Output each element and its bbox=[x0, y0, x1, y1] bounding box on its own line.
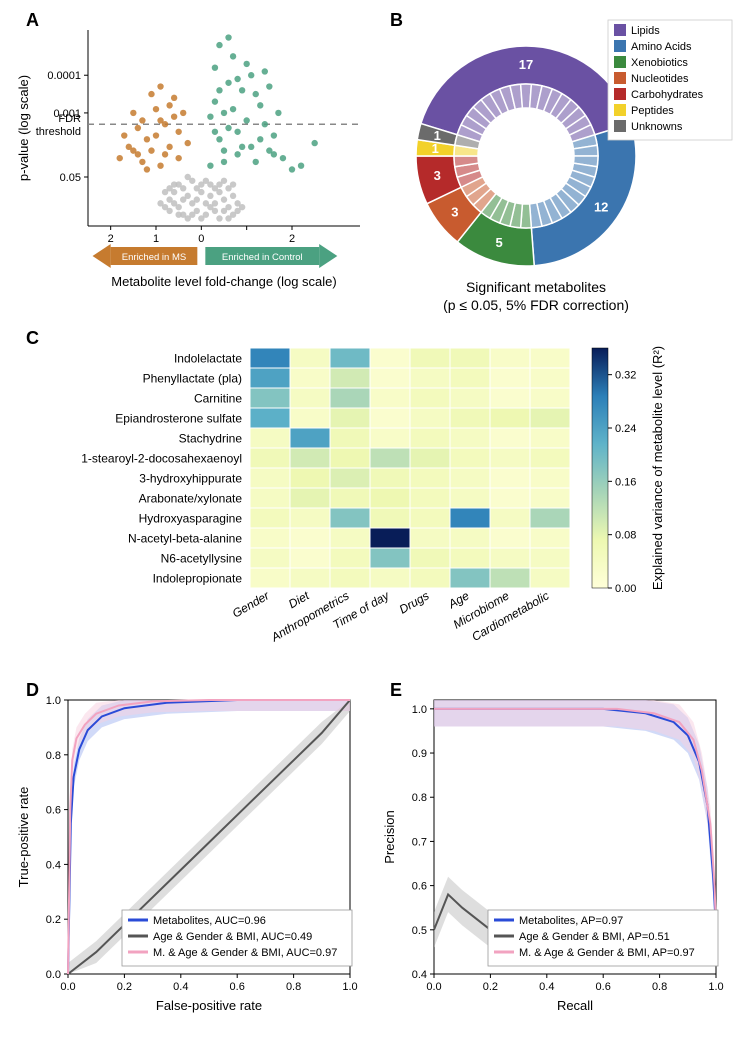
svg-text:3: 3 bbox=[451, 205, 458, 220]
svg-text:Hydroxyasparagine: Hydroxyasparagine bbox=[139, 511, 243, 525]
svg-text:Phenyllactate (pla): Phenyllactate (pla) bbox=[143, 371, 242, 385]
svg-text:FDR: FDR bbox=[58, 113, 81, 125]
svg-text:Indolelactate: Indolelactate bbox=[174, 351, 242, 365]
svg-text:Lipids: Lipids bbox=[631, 25, 660, 37]
svg-text:3: 3 bbox=[434, 168, 441, 183]
svg-text:17: 17 bbox=[519, 57, 533, 72]
svg-text:M. & Age & Gender & BMI, AUC=0: M. & Age & Gender & BMI, AUC=0.97 bbox=[153, 947, 337, 959]
svg-text:3-hydroxyhippurate: 3-hydroxyhippurate bbox=[139, 471, 242, 485]
svg-text:1: 1 bbox=[153, 233, 159, 245]
svg-text:Unknowns: Unknowns bbox=[631, 121, 683, 133]
svg-text:1.0: 1.0 bbox=[708, 981, 723, 993]
svg-text:0.08: 0.08 bbox=[615, 530, 636, 542]
svg-text:Age & Gender & BMI, AUC=0.49: Age & Gender & BMI, AUC=0.49 bbox=[153, 931, 312, 943]
svg-text:0.8: 0.8 bbox=[46, 750, 61, 762]
svg-text:True-positive rate: True-positive rate bbox=[16, 787, 31, 888]
svg-text:Arabonate/xylonate: Arabonate/xylonate bbox=[139, 491, 243, 505]
svg-text:Metabolites, AUC=0.96: Metabolites, AUC=0.96 bbox=[153, 915, 266, 927]
svg-text:Enriched in Control: Enriched in Control bbox=[222, 252, 303, 263]
svg-text:Epiandrosterone sulfate: Epiandrosterone sulfate bbox=[115, 411, 242, 425]
svg-text:0.0: 0.0 bbox=[60, 981, 75, 993]
svg-text:0.4: 0.4 bbox=[412, 969, 427, 981]
svg-text:0.8: 0.8 bbox=[652, 981, 667, 993]
svg-text:0.6: 0.6 bbox=[230, 981, 245, 993]
svg-text:0.4: 0.4 bbox=[46, 859, 61, 871]
panel-b-chart: 171253311LipidsAmino AcidsXenobioticsNuc… bbox=[386, 16, 736, 316]
figure-container: A 0.050.0010.00012102FDRthresholdp-value… bbox=[10, 10, 734, 1049]
svg-text:0.5: 0.5 bbox=[412, 925, 427, 937]
svg-text:1.0: 1.0 bbox=[46, 695, 61, 707]
svg-text:0.0: 0.0 bbox=[426, 981, 441, 993]
svg-text:N6-acetyllysine: N6-acetyllysine bbox=[161, 551, 243, 565]
svg-text:Xenobiotics: Xenobiotics bbox=[631, 57, 688, 69]
svg-text:Metabolites, AP=0.97: Metabolites, AP=0.97 bbox=[519, 915, 623, 927]
svg-text:Age & Gender & BMI, AP=0.51: Age & Gender & BMI, AP=0.51 bbox=[519, 931, 670, 943]
svg-text:Recall: Recall bbox=[557, 998, 593, 1013]
svg-text:2: 2 bbox=[289, 233, 295, 245]
svg-text:0.7: 0.7 bbox=[412, 836, 427, 848]
svg-text:Explained variance of metaboli: Explained variance of metabolite level (… bbox=[650, 346, 665, 590]
panel-c-chart: Indolelactate Phenyllactate (pla) Carnitin… bbox=[10, 328, 734, 668]
svg-text:0.2: 0.2 bbox=[117, 981, 132, 993]
svg-text:Peptides: Peptides bbox=[631, 105, 674, 117]
svg-text:1.0: 1.0 bbox=[412, 704, 427, 716]
svg-text:Drugs: Drugs bbox=[397, 588, 432, 616]
svg-text:Diet: Diet bbox=[286, 588, 312, 611]
svg-text:0.05: 0.05 bbox=[60, 172, 81, 184]
svg-text:N-acetyl-beta-alanine: N-acetyl-beta-alanine bbox=[128, 531, 242, 545]
svg-text:0.0001: 0.0001 bbox=[47, 70, 81, 82]
svg-text:Carbohydrates: Carbohydrates bbox=[631, 89, 704, 101]
svg-text:0.4: 0.4 bbox=[173, 981, 188, 993]
svg-text:0.16: 0.16 bbox=[615, 476, 636, 488]
svg-text:0.32: 0.32 bbox=[615, 370, 636, 382]
svg-text:5: 5 bbox=[496, 235, 503, 250]
svg-text:12: 12 bbox=[594, 199, 608, 214]
svg-text:Age: Age bbox=[445, 588, 472, 611]
panel-d-chart: 0.0 0.2 0.4 0.6 0.8 1.0 0.0 0.2 0.4 0.6 0.8 1.0 Fals… bbox=[10, 686, 370, 1046]
svg-text:0.6: 0.6 bbox=[412, 881, 427, 893]
svg-text:0.8: 0.8 bbox=[412, 792, 427, 804]
svg-text:threshold: threshold bbox=[36, 126, 81, 138]
svg-text:Significant metabolites: Significant metabolites bbox=[466, 279, 606, 295]
svg-text:0: 0 bbox=[198, 233, 204, 245]
panel-e-chart: 0.0 0.2 0.4 0.6 0.8 1.0 0.4 0.5 0.6 0.7 0.8 0.9 1.0 R… bbox=[376, 686, 736, 1046]
svg-text:0.2: 0.2 bbox=[483, 981, 498, 993]
svg-text:Metabolite level fold-change (: Metabolite level fold-change (log scale) bbox=[111, 274, 336, 289]
svg-text:1: 1 bbox=[434, 128, 441, 143]
svg-text:Gender: Gender bbox=[230, 588, 273, 621]
svg-text:Amino Acids: Amino Acids bbox=[631, 41, 692, 53]
svg-text:Stachydrine: Stachydrine bbox=[179, 431, 243, 445]
svg-text:p-value (log scale): p-value (log scale) bbox=[16, 75, 31, 181]
svg-text:0.9: 0.9 bbox=[412, 748, 427, 760]
svg-text:M. & Age & Gender & BMI, AP=0.: M. & Age & Gender & BMI, AP=0.97 bbox=[519, 947, 695, 959]
svg-text:0.6: 0.6 bbox=[596, 981, 611, 993]
svg-text:0.2: 0.2 bbox=[46, 914, 61, 926]
svg-text:Carnitine: Carnitine bbox=[194, 391, 242, 405]
svg-text:2: 2 bbox=[108, 233, 114, 245]
svg-text:0.0: 0.0 bbox=[46, 969, 61, 981]
svg-text:1-stearoyl-2-docosahexaenoyl: 1-stearoyl-2-docosahexaenoyl bbox=[81, 451, 242, 465]
panel-a-chart: 0.050.0010.00012102FDRthresholdp-value (… bbox=[10, 16, 370, 316]
svg-text:Indolepropionate: Indolepropionate bbox=[153, 571, 243, 585]
svg-text:False-positive rate: False-positive rate bbox=[156, 998, 262, 1013]
svg-text:1.0: 1.0 bbox=[342, 981, 357, 993]
svg-text:0.6: 0.6 bbox=[46, 805, 61, 817]
svg-text:0.8: 0.8 bbox=[286, 981, 301, 993]
svg-text:0.4: 0.4 bbox=[539, 981, 554, 993]
svg-text:(p ≤ 0.05, 5% FDR correction): (p ≤ 0.05, 5% FDR correction) bbox=[443, 297, 629, 313]
svg-text:Nucleotides: Nucleotides bbox=[631, 73, 689, 85]
svg-text:0.24: 0.24 bbox=[615, 423, 636, 435]
svg-text:Precision: Precision bbox=[382, 810, 397, 863]
svg-text:Enriched in MS: Enriched in MS bbox=[122, 252, 186, 263]
svg-text:0.00: 0.00 bbox=[615, 583, 636, 595]
